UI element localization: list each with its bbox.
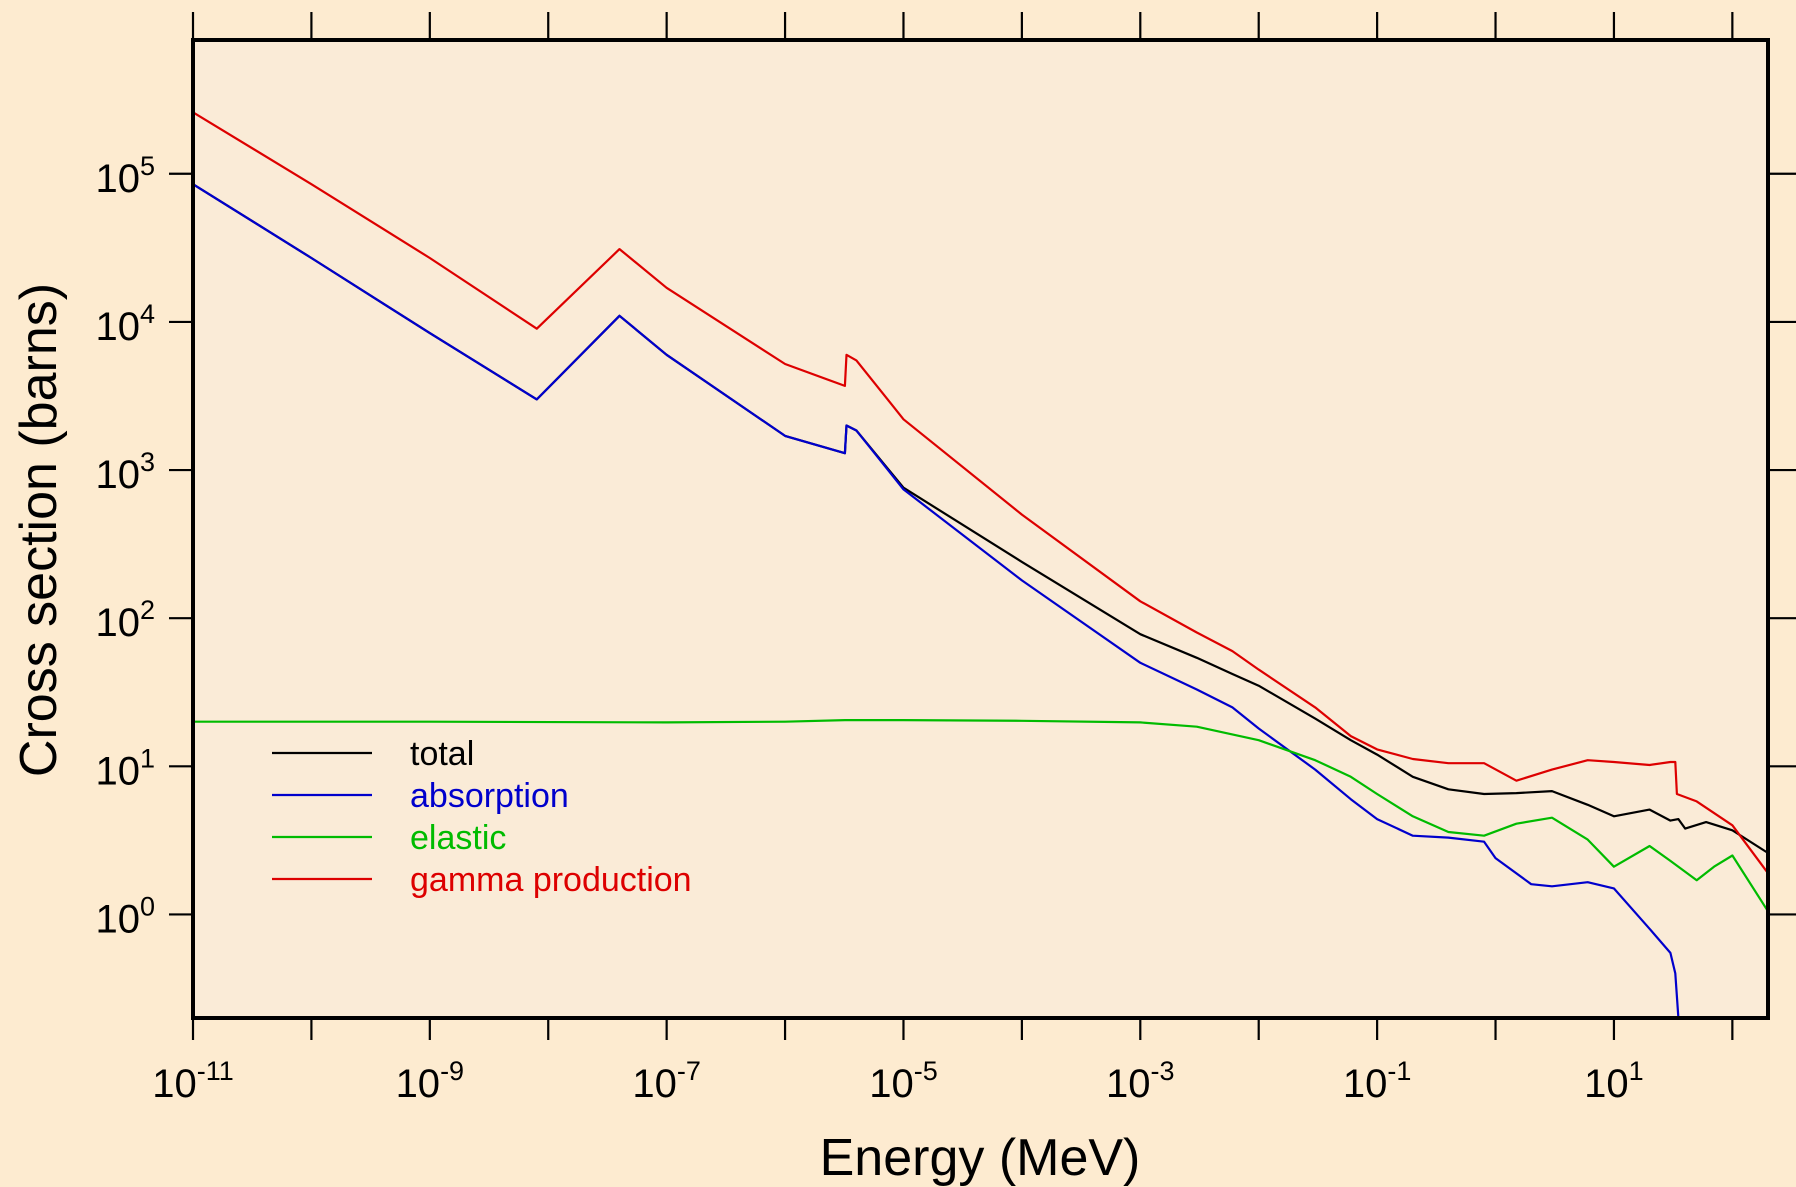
series-line-elastic (193, 719, 1769, 912)
y-tick-label: 100 (95, 891, 155, 941)
x-tick-label: 10-1 (1343, 1056, 1412, 1106)
y-tick-label: 105 (95, 151, 155, 201)
plot-frame (191, 38, 1770, 1020)
series-line-gamma-production (192, 111, 1769, 874)
series-line-absorption (192, 183, 1768, 1020)
x-tick-label: 101 (1584, 1056, 1644, 1106)
y-tick-label: 103 (95, 447, 155, 497)
x-tick-labels: 10-11 10-9 10-7 10-5 10-3 10-1 101 (152, 1056, 1643, 1106)
x-tick-label: 10-11 (152, 1056, 234, 1106)
x-tick-label: 10-7 (632, 1056, 701, 1106)
x-tick-label: 10-3 (1106, 1056, 1175, 1106)
legend-label: gamma production (410, 861, 692, 899)
legend-label: absorption (410, 777, 569, 815)
plot-background (193, 40, 1768, 1018)
series-layer (192, 111, 1769, 1020)
x-axis-title: Energy (MeV) (820, 1129, 1141, 1187)
y-tick-labels: 100 101 102 103 104 105 (95, 151, 155, 942)
legend-label: elastic (410, 819, 506, 857)
axis-ticks (169, 12, 1796, 1040)
y-tick-label: 104 (95, 299, 155, 349)
y-axis-title: Cross section (barns) (10, 283, 68, 777)
y-tick-label: 101 (95, 743, 155, 793)
legend: total absorption elastic gamma production (272, 735, 692, 899)
x-tick-label: 10-5 (869, 1056, 938, 1106)
legend-label: total (410, 735, 474, 773)
x-tick-label: 10-9 (396, 1056, 465, 1106)
y-tick-label: 102 (95, 595, 155, 645)
